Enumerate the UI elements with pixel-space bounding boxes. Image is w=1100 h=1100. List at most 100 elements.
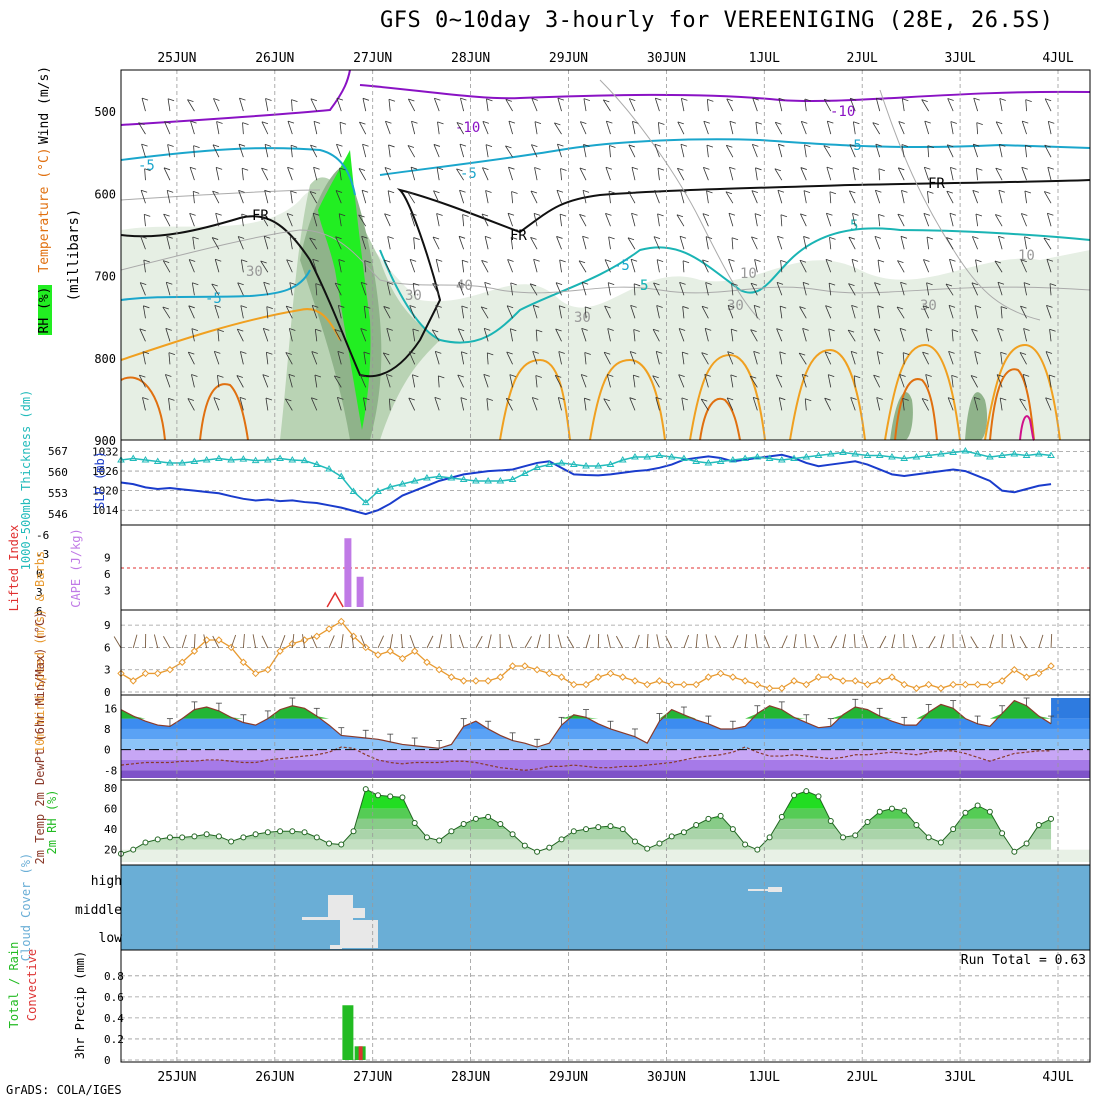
thickness-marker <box>753 453 762 460</box>
wind-barb-flag <box>168 397 175 401</box>
wind-barb <box>508 121 513 135</box>
wind-barb-flag <box>776 374 783 378</box>
wind-barb <box>706 145 709 158</box>
wind-barb-flag <box>144 213 151 217</box>
wind10-barb <box>438 634 443 649</box>
rh2m-marker <box>644 845 651 852</box>
wind-barb <box>437 121 440 135</box>
contour-label: 5 <box>640 278 648 294</box>
thickness-marker <box>631 453 639 460</box>
wind-barb-flag <box>800 167 807 170</box>
wind-barb-flag <box>946 237 953 240</box>
wind-barb-flag <box>217 329 224 333</box>
wind-barb-flag <box>212 237 219 240</box>
wind-barb-flag <box>851 304 858 308</box>
wind-barb <box>434 397 440 411</box>
wind-barb <box>237 282 244 296</box>
wind10-barb <box>252 634 257 649</box>
wind-barb-flag <box>603 99 610 103</box>
wind-barb-flag <box>924 166 931 170</box>
wind-barb-flag <box>265 397 273 401</box>
wind-barb-flag <box>413 237 420 240</box>
wind-barb-flag <box>603 398 610 402</box>
rh2m-marker <box>362 786 369 793</box>
wind-barb-flag <box>582 235 589 239</box>
wind10-marker <box>215 636 223 644</box>
rh2m-marker <box>399 794 406 801</box>
wind-barb <box>211 283 220 296</box>
wind-barb <box>848 237 856 250</box>
wind-barb-flag <box>216 121 223 124</box>
wind-barb-flag <box>731 237 739 241</box>
wind-barb-flag <box>386 373 393 377</box>
wind-barb-flag <box>217 374 224 378</box>
slp-tick-label: 1026 <box>92 465 119 478</box>
wind-barb <box>188 259 195 273</box>
wind-barb-flag <box>559 305 566 309</box>
wind10-marker <box>655 677 664 685</box>
wind-barb-flag <box>849 144 856 147</box>
wind-barb-flag <box>605 213 612 216</box>
wind-barb <box>804 144 807 158</box>
wind10-marker <box>961 680 970 689</box>
wind-barb-flag <box>291 99 298 103</box>
wind-barb-flag <box>485 235 492 239</box>
wind-barb-flag <box>559 213 567 217</box>
thickness-tick-label: 567 <box>48 445 68 458</box>
wind-barb <box>263 236 269 250</box>
wind-barb <box>505 145 513 158</box>
wind-barb-flag <box>481 260 488 263</box>
wind-barb-flag <box>678 328 686 331</box>
wind-barb-flag <box>560 168 567 171</box>
wind-tick-label: 9 <box>104 619 111 632</box>
contour-label: -10 <box>830 104 855 120</box>
wind10-marker <box>386 647 394 655</box>
wind-barb-flag <box>628 144 635 148</box>
wind-barb-flag <box>462 259 469 263</box>
wind-barb-flag <box>630 304 637 308</box>
wind-barb <box>211 237 220 250</box>
wind-barb <box>212 190 220 204</box>
panel-frame <box>120 439 1091 526</box>
x-tick-label-bottom: 25JUN <box>157 1070 196 1085</box>
wind-barb <box>461 260 465 273</box>
wind-barb <box>167 144 171 158</box>
rh2m-marker <box>791 792 798 799</box>
wind-barb-flag <box>581 327 588 331</box>
wind-barb <box>286 213 293 227</box>
wind-barb-flag <box>432 329 439 333</box>
thickness-marker <box>423 474 431 481</box>
wind-barb-flag <box>335 282 342 286</box>
wind-barb <box>899 374 905 388</box>
cloud-panel-bg <box>121 865 1090 950</box>
wind-barb <box>238 190 244 204</box>
contour-label: 30 <box>574 310 591 326</box>
wind-barb-flag <box>361 235 368 239</box>
wind-barb-flag <box>945 283 953 287</box>
wind-barb-flag <box>1024 190 1032 194</box>
wind-barb <box>460 351 465 365</box>
wind-barb <box>386 328 391 342</box>
cloud-block <box>340 908 365 918</box>
wind-barb <box>1000 352 1003 365</box>
wind-barb-flag <box>951 329 959 333</box>
wind-barb <box>142 397 146 411</box>
thickness-marker <box>227 456 236 463</box>
wind-barb <box>899 328 905 342</box>
wind-barb <box>901 190 905 204</box>
wind-barb <box>1025 99 1027 112</box>
wind-barb-flag <box>606 120 613 124</box>
wind-barb <box>947 397 954 411</box>
y-tick-label: 500 <box>94 105 116 119</box>
wind-barb <box>386 282 391 296</box>
wind-barb-flag <box>877 351 884 355</box>
wind-barb-flag <box>829 236 836 240</box>
x-tick-label-bottom: 27JUN <box>353 1070 392 1085</box>
wind-barb <box>607 282 611 296</box>
wind-barb-flag <box>531 144 538 148</box>
li-tick-label: 3 <box>36 586 43 599</box>
wind-barb <box>510 237 513 250</box>
wind10-barb <box>1010 634 1015 649</box>
wind-barb <box>798 352 807 365</box>
wind-barb <box>609 145 611 158</box>
